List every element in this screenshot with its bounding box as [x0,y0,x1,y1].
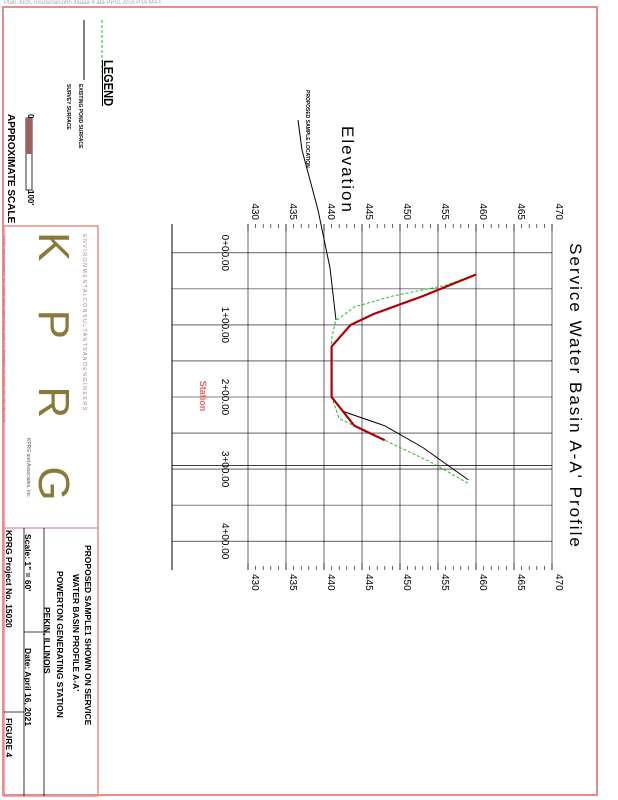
sheet-border [2,6,598,796]
series-line-2 [330,273,477,442]
elev-tick-label: 465 [515,574,526,591]
elev-tick-label: 430 [249,203,260,220]
legend-item-survey-label: SURVEY SURFACE [65,84,71,130]
elev-tick-label: 445 [363,203,374,220]
x-axis-label: Station [198,381,208,412]
series-line-0 [331,274,477,484]
elev-tick-label: 470 [553,203,564,220]
title-line2: WATER BASIN PROFILE A-A' [71,574,81,692]
elev-tick-label: 445 [363,574,374,591]
chart-title: Service Water Basin A-A' Profile [566,243,585,549]
elev-tick-label: 455 [439,203,450,220]
legend-item-survey: SURVEY SURFACE [62,84,80,130]
firm-name-wrap: KPRG and Associates, Inc. [22,438,40,498]
elev-tick-label: 450 [401,203,412,220]
scale-label-wrap: APPROXIMATE SCALE [3,114,21,223]
scale-bar-fill [26,118,32,154]
elev-tick-label: 470 [553,574,564,591]
title-line4: PEKIN, ILLINOIS [42,607,52,674]
scale-label: APPROXIMATE SCALE [5,114,16,224]
header-scribble: Ptah Joch, Insuterlaniohn itaaaa 4 ata P… [4,0,161,6]
project-text: KPRG Project No. 15020 [4,530,14,628]
elev-tick-label: 440 [325,574,336,591]
elev-tick-label: 440 [325,203,336,220]
station-tick-label: 2+00.00 [219,379,230,416]
proposed-sample-leader [297,119,337,321]
y-axis-label: Elevation [338,126,357,214]
station-tick-label: 1+00.00 [219,307,230,344]
date-text: Date: April 16, 2021 [23,648,33,727]
station-tick-label: 4+00.00 [219,523,230,560]
elev-tick-label: 455 [439,574,450,591]
elev-tick-label: 465 [515,203,526,220]
elev-tick-label: 435 [287,574,298,591]
firm-address-wrap: KPRG and Associates, Inc. 14665 West Lis… [0,236,16,422]
firm-name: KPRG and Associates, Inc. [25,438,31,499]
date-text-wrap: Date: April 16, 2021 [20,648,38,726]
firm-tagline-wrap: E N V I R O N M E N T A L C O N S U L T … [78,234,96,410]
elev-tick-label: 435 [287,203,298,220]
elev-tick-label: 450 [401,574,412,591]
title-line4-wrap: PEKIN, ILLINOIS [39,607,57,674]
title-line2-wrap: WATER BASIN PROFILE A-A' [68,574,86,691]
firm-address: KPRG and Associates, Inc. 14665 West Lis… [2,236,7,423]
scale-zero: 0 [23,114,41,118]
legend-title: LEGEND [101,60,116,107]
project-text-wrap: KPRG Project No. 15020 [1,530,19,628]
firm-tagline: E N V I R O N M E N T A L C O N S U L T … [81,234,87,411]
proposed-sample-label: PROPOSED SAMPLE LOCATION [304,90,310,168]
figure-text: FIGURE 4 [4,718,14,758]
title-block-frame [3,225,99,797]
station-tick-label: 3+00.00 [219,451,230,488]
elev-tick-label: 460 [477,574,488,591]
scale-max: 100' [23,190,41,205]
scale-max-label: 100' [26,190,35,206]
legend: LEGEND [101,60,116,114]
elev-tick-label: 430 [249,574,260,591]
elev-tick-label: 460 [477,203,488,220]
scale-text-wrap: Scale: 1" = 60' [20,534,38,591]
figure-text-wrap: FIGURE 4 [1,718,19,757]
station-tick-label: 0+00.00 [219,235,230,272]
scale-zero-label: 0 [26,114,35,119]
scale-text: Scale: 1" = 60' [23,534,33,592]
